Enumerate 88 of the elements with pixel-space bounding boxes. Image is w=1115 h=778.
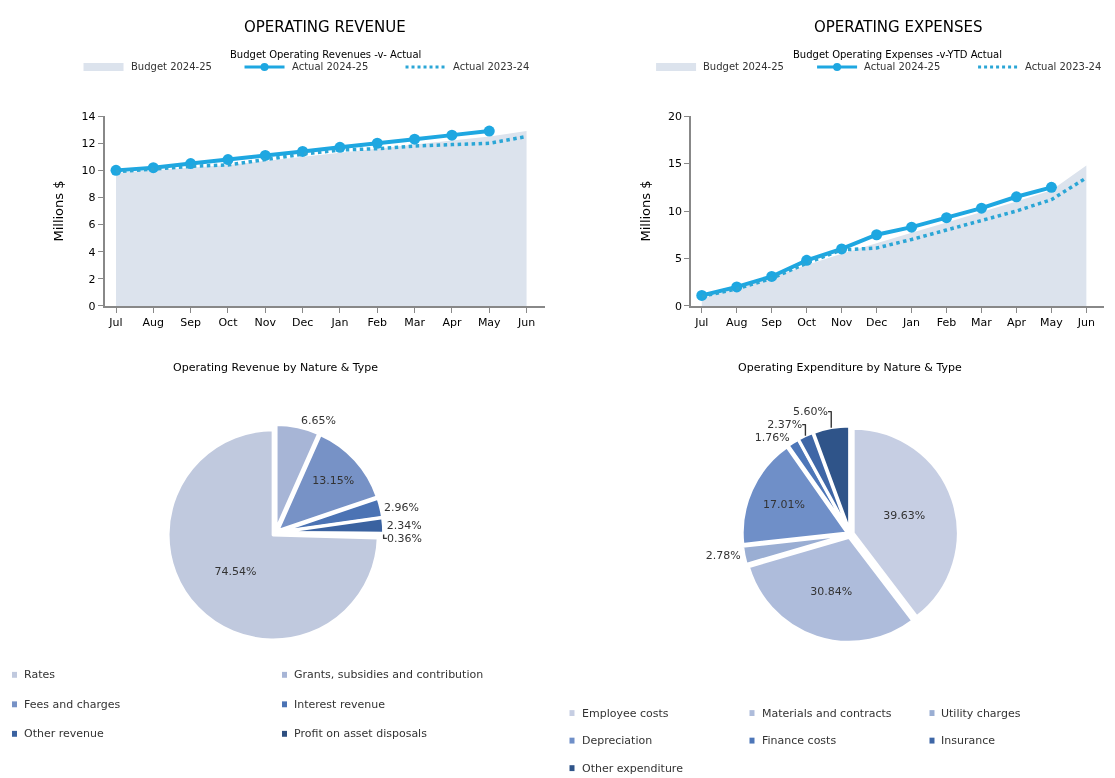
data-label: 2.37% <box>767 418 803 432</box>
y-tick-label: 0 <box>88 299 96 313</box>
chart-subtitle: Budget Operating Expenses -v-YTD Actual <box>793 49 1002 60</box>
y-tick-label: 0 <box>675 299 683 313</box>
point <box>975 202 987 214</box>
x-tick-label: Oct <box>218 316 239 330</box>
y-tick-label: 8 <box>88 191 96 205</box>
chart-title: OPERATING REVENUE <box>244 18 406 36</box>
x-tick-label: Jun <box>516 316 536 330</box>
legend-label: Materials and contracts <box>762 707 892 720</box>
data-label: 0.36% <box>386 531 422 545</box>
legend-label: Grants, subsidies and contribution <box>294 668 484 681</box>
legend-label: Actual 2024-25 <box>292 61 369 72</box>
legend-label: Budget 2024-25 <box>703 61 784 72</box>
point <box>1010 191 1022 203</box>
y-tick-label: 14 <box>81 110 96 124</box>
legend-label: Employee costs <box>582 707 669 720</box>
x-tick-label: Dec <box>865 316 888 330</box>
legend-label: Actual 2024-25 <box>864 61 941 72</box>
x-tick-label: Apr <box>442 316 462 330</box>
x-tick-label: Jan <box>330 316 349 330</box>
data-label: 2.34% <box>386 518 422 532</box>
x-tick-label: Mar <box>404 316 426 330</box>
legend-label: Fees and charges <box>24 698 121 711</box>
legend-label: Utility charges <box>941 707 1021 720</box>
data-label: 6.65% <box>301 414 337 428</box>
chart-subtitle: Budget Operating Revenues -v- Actual <box>230 49 422 60</box>
x-tick-label: Nov <box>830 316 853 330</box>
data-label: 39.63% <box>883 509 926 523</box>
point <box>409 133 421 145</box>
legend-label: Rates <box>24 668 56 681</box>
legend-label: Other revenue <box>24 727 104 740</box>
point <box>446 129 458 141</box>
x-tick-label: Mar <box>971 316 993 330</box>
y-axis-title: Millions $ <box>51 180 67 242</box>
y-tick-label: 10 <box>81 164 96 178</box>
x-tick-label: Aug <box>142 316 165 330</box>
chart-title: Operating Expenditure by Nature & Type <box>738 361 962 374</box>
data-label: 2.96% <box>383 500 419 514</box>
y-tick-label: 5 <box>675 252 683 266</box>
legend-label: Other expenditure <box>582 762 684 775</box>
x-tick-label: Jun <box>1076 316 1095 330</box>
point <box>941 212 953 224</box>
data-label: 5.60% <box>793 405 828 419</box>
legend-label: Actual 2023-24 <box>1025 61 1102 72</box>
y-tick-label: 10 <box>668 204 683 218</box>
x-tick-label: Feb <box>936 316 957 330</box>
y-tick-label: 12 <box>81 137 96 151</box>
y-tick-label: 15 <box>668 157 683 171</box>
data-label: 13.15% <box>312 473 355 487</box>
data-label: 74.54% <box>214 565 257 579</box>
legend-label: Finance costs <box>762 734 837 747</box>
x-tick-label: Feb <box>367 316 388 330</box>
data-label: 30.84% <box>810 585 853 599</box>
chart-title: OPERATING EXPENSES <box>814 18 983 36</box>
y-tick-label: 4 <box>88 245 96 259</box>
data-label: 1.76% <box>754 431 790 445</box>
legend-label: Interest revenue <box>294 698 386 711</box>
point <box>1045 181 1057 193</box>
y-tick-label: 6 <box>88 218 96 232</box>
chart-title: Operating Revenue by Nature & Type <box>173 361 379 374</box>
x-tick-label: Sep <box>180 316 202 330</box>
x-tick-label: Jul <box>108 316 123 330</box>
y-axis-title: Millions $ <box>637 180 653 242</box>
x-tick-label: May <box>477 316 502 330</box>
x-tick-label: Jan <box>902 316 921 330</box>
data-label: 2.78% <box>705 549 741 563</box>
legend-label: Profit on asset disposals <box>294 727 428 740</box>
point <box>371 137 383 149</box>
legend-label: Actual 2023-24 <box>453 61 530 72</box>
y-tick-label: 20 <box>668 110 683 124</box>
point <box>906 221 918 233</box>
x-tick-label: Nov <box>254 316 277 330</box>
x-tick-label: Aug <box>726 316 748 330</box>
x-tick-label: Dec <box>291 316 314 330</box>
x-tick-label: Jul <box>694 316 709 330</box>
x-tick-label: May <box>1040 316 1064 330</box>
point <box>222 154 234 166</box>
legend-label: Budget 2024-25 <box>131 61 212 72</box>
data-label: 17.01% <box>762 497 805 511</box>
point <box>871 229 883 241</box>
y-tick-label: 2 <box>88 272 96 286</box>
x-tick-label: Sep <box>761 316 783 330</box>
x-tick-label: Apr <box>1006 316 1027 330</box>
legend-label: Insurance <box>941 734 996 747</box>
legend-label: Depreciation <box>582 734 653 747</box>
x-tick-label: Oct <box>797 316 817 330</box>
point <box>483 125 495 137</box>
